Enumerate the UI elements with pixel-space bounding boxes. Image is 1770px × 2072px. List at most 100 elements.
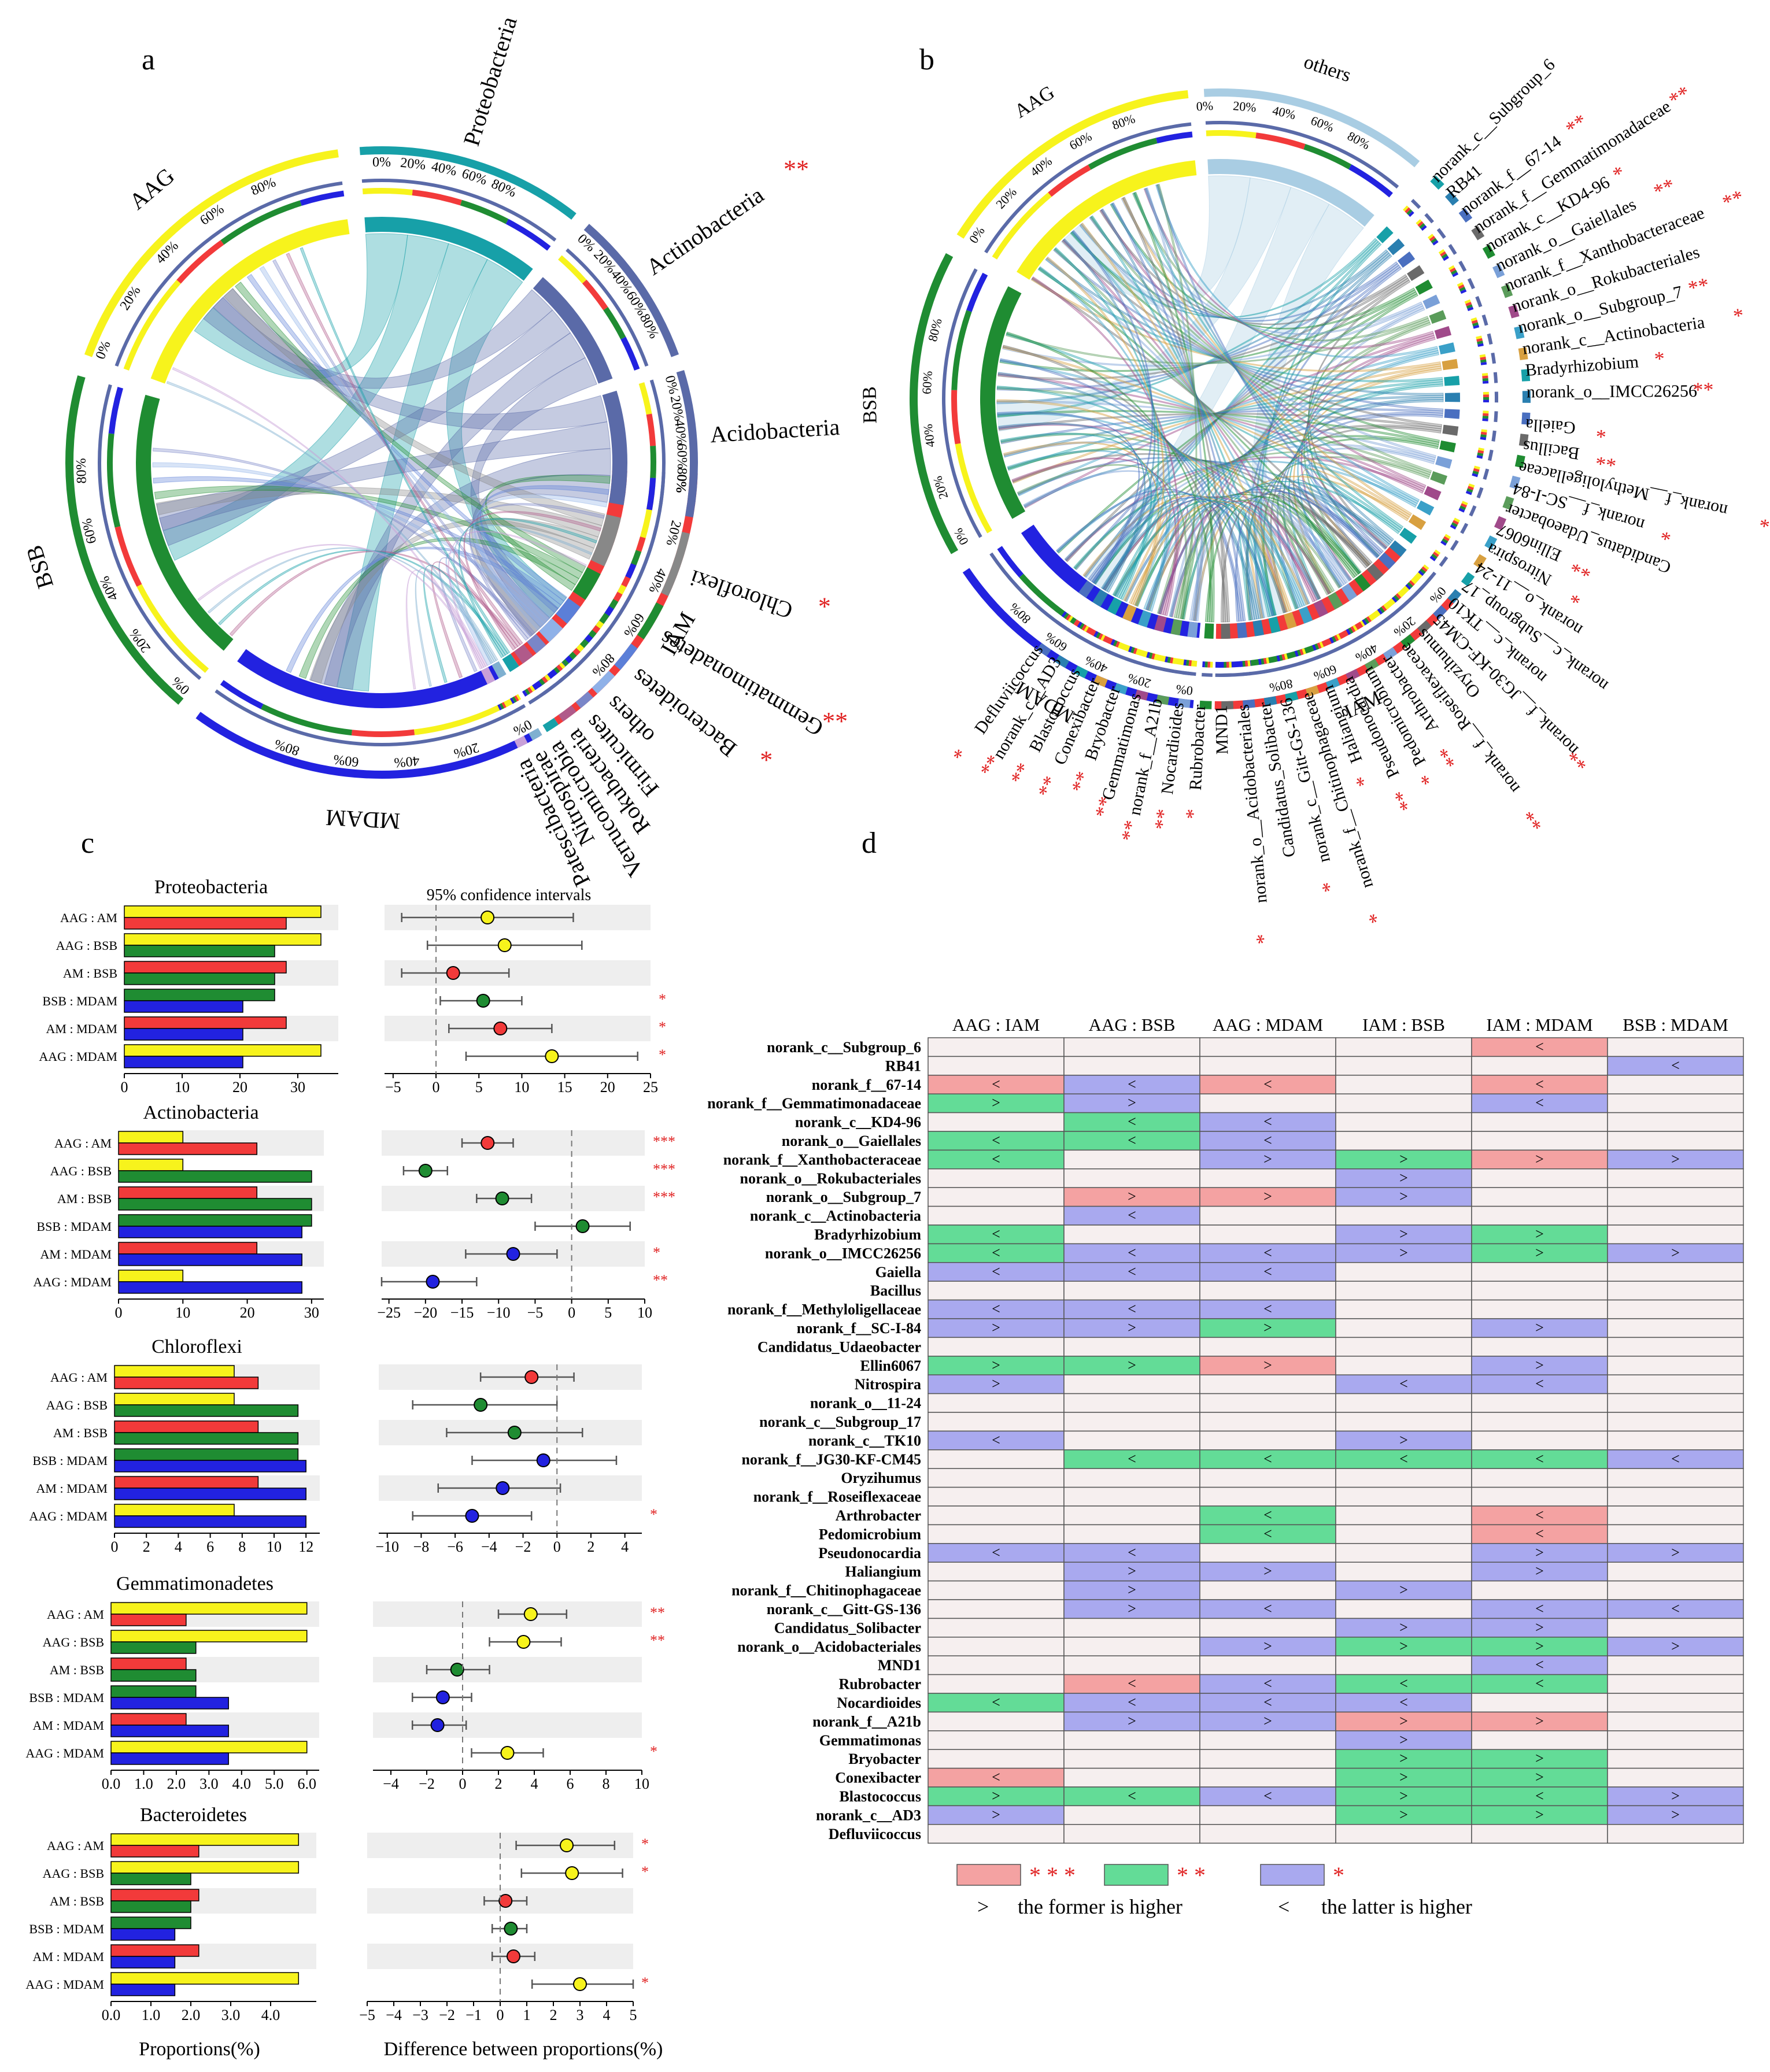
taxon-row-label: norank_c__KD4-96 xyxy=(795,1114,921,1131)
tick-label: 2 xyxy=(587,1538,594,1555)
scale-track xyxy=(1483,468,1490,480)
table-cell xyxy=(1607,1318,1744,1338)
chord-ribbon xyxy=(1189,498,1351,621)
pair-label: AAG : AM xyxy=(47,1607,104,1622)
significance-stars: * xyxy=(1595,419,1608,443)
table-cell xyxy=(1471,1131,1608,1151)
bar-second xyxy=(124,1056,243,1068)
taxon-outer-arc xyxy=(1502,496,1514,510)
chord-ribbon xyxy=(207,547,497,663)
table-cell xyxy=(1199,1449,1336,1469)
taxon-inner-arc xyxy=(1429,310,1447,324)
phylum-label: Chloroflexi xyxy=(686,565,796,624)
ci-point xyxy=(450,1663,464,1677)
table-cell xyxy=(928,1337,1065,1357)
table-cell xyxy=(1471,1187,1608,1207)
table-cell xyxy=(1471,1037,1608,1057)
cell-symbol: < xyxy=(1535,1525,1544,1542)
bar-first xyxy=(110,1889,199,1901)
cell-symbol: > xyxy=(1128,1357,1136,1374)
table-cell xyxy=(1607,1824,1744,1844)
cell-symbol: > xyxy=(1399,1244,1408,1261)
taxon-row-label: Conexibacter xyxy=(835,1770,921,1786)
composition-segment xyxy=(1449,267,1456,273)
tick-label: −5 xyxy=(385,1079,401,1096)
scale-track xyxy=(1491,352,1496,364)
chord-ribbon xyxy=(405,569,485,690)
composition-segment xyxy=(1188,660,1192,667)
chord-ribbon xyxy=(1012,453,1371,566)
cell-symbol: > xyxy=(1671,1244,1680,1261)
table-cell xyxy=(1335,1655,1472,1675)
tick-label: −2 xyxy=(439,2007,455,2023)
scale-track xyxy=(1205,121,1399,189)
table-cell xyxy=(1199,1618,1336,1638)
taxon-inner-arc xyxy=(1376,226,1394,243)
taxon-label: Bradyrhizobium xyxy=(1525,352,1640,380)
bar-second xyxy=(114,1432,299,1445)
composition-segment xyxy=(1452,520,1459,525)
scale-track xyxy=(1487,333,1493,345)
tick-label: 6 xyxy=(567,1775,574,1792)
table-cell xyxy=(1607,1205,1744,1226)
chord-ribbon xyxy=(1054,247,1335,593)
pair-label: AAG : MDAM xyxy=(29,1509,108,1523)
table-cell xyxy=(1335,1356,1472,1375)
tick-label: 3.0 xyxy=(199,1775,219,1792)
significance-stars: ** xyxy=(653,1272,668,1289)
taxon-outer-arc xyxy=(1471,225,1485,240)
composition-segment xyxy=(1451,269,1458,275)
cell-symbol: < xyxy=(992,1263,1000,1280)
composition-segment xyxy=(1461,501,1468,506)
taxon-inner-arc xyxy=(1313,600,1328,617)
chord-ribbon xyxy=(998,423,1320,601)
composition-segment xyxy=(1432,240,1439,246)
tick-label: 0 xyxy=(115,1304,123,1321)
composition-segment xyxy=(1407,582,1413,589)
taxon-outer-arc xyxy=(1055,654,1070,668)
chord-ribbon xyxy=(1133,192,1404,529)
cell-symbol: < xyxy=(992,1244,1000,1261)
table-cell xyxy=(1199,1486,1336,1507)
table-cell xyxy=(928,1168,1065,1188)
tick-label: 20 xyxy=(600,1079,615,1096)
chord-ribbon xyxy=(298,537,579,679)
table-cell xyxy=(1607,1749,1744,1769)
taxon-outer-arc xyxy=(1430,175,1444,190)
chord-ribbon xyxy=(996,263,1399,391)
percent-tick: 60% xyxy=(919,371,935,395)
taxon-outer-arc xyxy=(1508,304,1520,319)
tick-label: −5 xyxy=(359,2007,375,2023)
table-cell xyxy=(1199,1374,1336,1394)
taxon-row-label: norank_f__A21b xyxy=(812,1713,921,1730)
composition-segment xyxy=(509,697,515,704)
chord-ribbon xyxy=(156,487,603,538)
tick-label: −2 xyxy=(419,1775,435,1792)
chord-ribbon xyxy=(1270,496,1343,605)
composition-segment xyxy=(1434,549,1441,555)
taxon-outer-arc xyxy=(1305,685,1320,697)
table-cell xyxy=(1199,1674,1336,1694)
chord-ribbon xyxy=(1121,197,1422,335)
taxon-outer-arc xyxy=(1285,691,1299,702)
cell-symbol: > xyxy=(1263,1563,1272,1579)
composition-segment xyxy=(1061,611,1067,617)
composition-segment xyxy=(1278,654,1283,661)
significance-table-d: AAG : IAM AAG : BSB AAG : MDAM IAM : BSB IAM… xyxy=(707,1015,1744,1918)
table-cell xyxy=(1607,1056,1744,1076)
bar-first xyxy=(110,1972,300,1985)
ci-point xyxy=(565,1866,579,1880)
table-cell xyxy=(1199,1393,1336,1413)
table-cell xyxy=(1607,1299,1744,1319)
table-cell xyxy=(1607,1524,1744,1544)
scale-track xyxy=(1458,260,1467,272)
table-cell xyxy=(1607,1562,1744,1582)
chord-ribbon xyxy=(1145,187,1204,621)
composition-segment xyxy=(1079,623,1085,630)
chord-ribbon xyxy=(1062,239,1321,600)
composition-segment xyxy=(220,680,264,709)
chord-ribbon xyxy=(448,531,587,670)
table-cell xyxy=(1063,1337,1200,1357)
table-cell xyxy=(1199,1337,1336,1357)
scale-track xyxy=(984,122,1192,254)
